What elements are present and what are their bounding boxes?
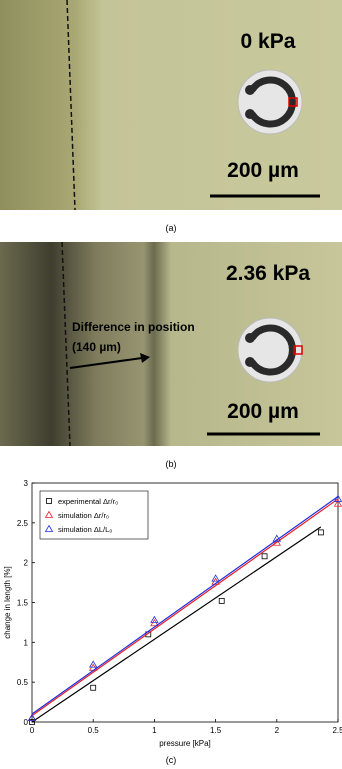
point <box>218 598 225 604</box>
fit-line <box>31 496 339 715</box>
point <box>150 615 159 623</box>
annotation: (140 µm) <box>72 340 121 354</box>
point <box>272 534 281 542</box>
point <box>333 499 342 507</box>
chart: 0 0.5 1 1.5 2 2.5 0 0.5 1 1.5 2 2.5 3 pressure [kPa] c… <box>3 479 342 748</box>
fit-line <box>31 498 339 717</box>
legend-marker <box>44 510 54 518</box>
caption: (b) <box>166 459 177 469</box>
point <box>317 529 324 536</box>
legend-label: simulation ΔL/L₀ <box>58 525 112 534</box>
arrow-head <box>140 353 150 363</box>
x-tick-label: 1 <box>152 726 157 735</box>
y-tick-label: 2 <box>24 559 29 568</box>
scale-label: 200 µm <box>227 400 299 423</box>
x-tick-label: 0.5 <box>88 726 100 735</box>
legend-box <box>39 490 149 540</box>
legend-label: experimental Δr/r₀ <box>58 497 118 506</box>
point <box>211 574 220 582</box>
x-tick-label: 2 <box>275 726 280 735</box>
legend-marker <box>46 498 52 504</box>
y-tick-label: 1 <box>24 638 29 647</box>
point <box>29 719 35 725</box>
scale-label: 200 µm <box>227 159 299 182</box>
arrow <box>69 357 143 369</box>
legend: experimental Δr/r₀ simulation Δr/r₀ simula… <box>39 490 149 540</box>
point <box>261 553 268 560</box>
point <box>27 713 37 721</box>
x-tick-label: 0 <box>30 726 35 735</box>
point <box>90 684 97 691</box>
device-icon <box>237 317 303 383</box>
y-axis-label: change in length [%] <box>3 566 12 639</box>
caption: (a) <box>166 223 177 233</box>
pressure-label: 2.36 kPa <box>226 262 310 285</box>
y-tick-label: 1.5 <box>17 599 29 608</box>
y-tick-label: 2.5 <box>17 519 29 528</box>
caption: (c) <box>166 755 177 765</box>
position-line <box>66 0 76 211</box>
pressure-label: 0 kPa <box>241 30 296 53</box>
legend-marker <box>44 524 54 532</box>
legend-label: simulation Δr/r₀ <box>58 511 109 520</box>
point <box>333 494 342 502</box>
x-tick-label: 1.5 <box>210 726 222 735</box>
point <box>272 538 281 546</box>
y-tick-label: 3 <box>24 479 29 488</box>
y-tick-label: 0 <box>24 718 29 727</box>
position-line <box>61 241 71 447</box>
device-icon <box>237 69 303 135</box>
x-tick-label: 2.5 <box>332 726 342 735</box>
x-axis-label: pressure [kPa] <box>159 739 211 748</box>
y-tick-label: 0.5 <box>17 678 29 687</box>
fit-line <box>31 526 322 723</box>
annotation: Difference in position <box>72 320 195 334</box>
point <box>89 660 98 668</box>
